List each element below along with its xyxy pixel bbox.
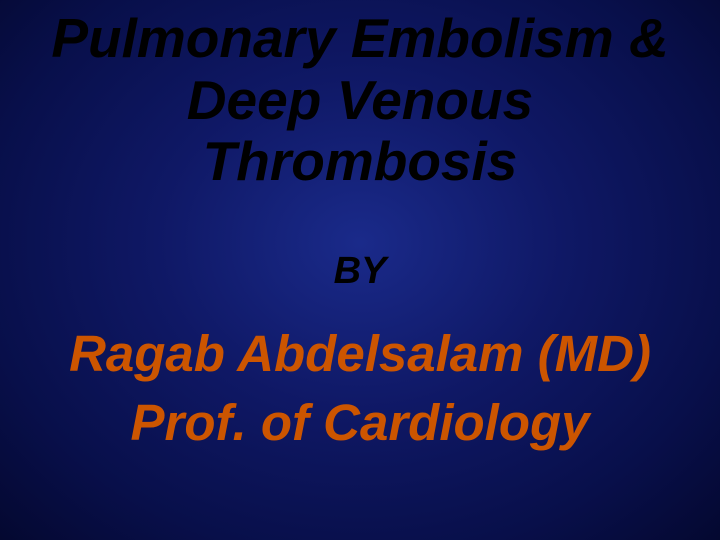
title-line-1: Pulmonary Embolism & bbox=[51, 7, 668, 69]
slide-title: Pulmonary Embolism & Deep Venous Thrombo… bbox=[0, 8, 720, 193]
author-block: Ragab Abdelsalam (MD) Prof. of Cardiolog… bbox=[0, 320, 720, 458]
author-name: Ragab Abdelsalam (MD) bbox=[69, 325, 651, 382]
slide-background: Pulmonary Embolism & Deep Venous Thrombo… bbox=[0, 0, 720, 540]
title-line-3: Thrombosis bbox=[203, 130, 518, 192]
author-title: Prof. of Cardiology bbox=[131, 394, 590, 451]
by-label: BY bbox=[0, 250, 720, 293]
title-line-2: Deep Venous bbox=[187, 69, 533, 131]
